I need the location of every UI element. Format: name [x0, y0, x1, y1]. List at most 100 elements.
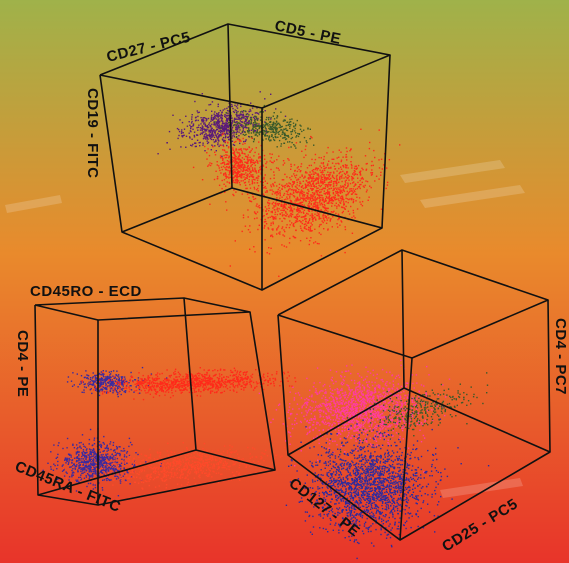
scatter-point	[247, 165, 249, 167]
scatter-point	[293, 182, 295, 184]
scatter-point	[322, 162, 325, 164]
scatter-point	[272, 228, 274, 230]
scatter-point	[254, 170, 257, 172]
scatter-point	[99, 378, 101, 380]
scatter-point	[314, 208, 317, 210]
scatter-point	[309, 194, 312, 196]
scatter-point	[304, 215, 306, 218]
scatter-point	[240, 111, 242, 113]
scatter-point	[217, 113, 219, 116]
scatter-point	[299, 170, 301, 173]
scatter-point	[95, 463, 97, 465]
scatter-point	[238, 122, 241, 124]
scatter-point	[243, 110, 245, 112]
scatter-point	[235, 172, 238, 174]
scatter-point	[245, 139, 247, 141]
scatter-point	[293, 173, 295, 175]
scatter-point	[235, 178, 237, 181]
scatter-point	[294, 130, 296, 132]
scatter-point	[164, 382, 166, 384]
scatter-point	[285, 124, 287, 127]
scatter-point	[279, 231, 281, 233]
scatter-point	[329, 219, 331, 221]
scatter-point	[250, 149, 252, 152]
scatter-point	[153, 385, 155, 387]
scatter-point	[275, 108, 277, 110]
scatter-point	[256, 122, 258, 125]
scatter-point	[237, 152, 239, 154]
scatter-point	[204, 150, 206, 152]
scatter-point	[310, 225, 312, 227]
scatter-point	[100, 443, 102, 446]
scatter-point	[319, 200, 321, 202]
scatter-point	[226, 163, 229, 165]
scatter-point	[258, 133, 261, 136]
scatter-point	[194, 120, 197, 122]
scatter-point	[98, 444, 101, 446]
scatter-point	[325, 192, 328, 194]
scatter-point	[204, 131, 206, 133]
scatter-point	[256, 189, 258, 191]
scatter-point	[360, 128, 362, 130]
scatter-point	[102, 458, 104, 460]
scatter-point	[231, 140, 234, 142]
scatter-point	[344, 173, 347, 176]
scatter-point	[255, 117, 258, 120]
scatter-point	[307, 205, 310, 207]
scatter-point	[251, 148, 253, 150]
scatter-point	[119, 386, 121, 389]
scatter-point	[302, 230, 304, 232]
scatter-point	[95, 377, 97, 379]
scatter-point	[344, 208, 346, 210]
scatter-point	[320, 179, 322, 182]
scatter-point	[214, 111, 216, 113]
scatter-point	[319, 196, 321, 198]
scatter-point	[325, 207, 327, 209]
scatter-point	[351, 179, 353, 181]
scatter-point	[83, 455, 86, 457]
scatter-point	[359, 173, 362, 175]
scatter-point	[336, 170, 338, 172]
scatter-point	[244, 178, 246, 180]
scatter-point	[250, 161, 252, 163]
scatter-point	[92, 488, 95, 490]
scatter-point	[259, 91, 261, 93]
scatter-point	[295, 217, 297, 219]
scatter-point	[308, 203, 310, 205]
scatter-point	[88, 475, 91, 477]
scatter-point	[192, 377, 194, 379]
scatter-point	[238, 182, 241, 184]
scatter-point	[231, 119, 233, 122]
scatter-point	[274, 123, 277, 125]
scatter-point	[283, 373, 286, 375]
scatter-point	[288, 242, 291, 244]
scatter-point	[113, 470, 116, 472]
scatter-point	[284, 128, 286, 131]
scatter-point	[339, 187, 341, 189]
scatter-point	[322, 174, 325, 176]
scatter-point	[67, 458, 69, 460]
scatter-point	[215, 126, 217, 128]
scatter-point	[365, 168, 368, 170]
scatter-point	[171, 392, 173, 394]
scatter-point	[171, 381, 173, 384]
scatter-point	[119, 464, 121, 466]
scatter-point	[278, 225, 280, 227]
scatter-point	[271, 202, 273, 205]
scatter-point	[308, 210, 311, 212]
scatter-point	[300, 189, 303, 191]
scatter-point	[282, 132, 284, 134]
scatter-point	[268, 209, 270, 212]
scatter-point	[291, 186, 293, 188]
scatter-point	[294, 132, 297, 134]
scatter-point	[191, 375, 193, 378]
scatter-point	[166, 142, 168, 144]
scatter-point	[239, 377, 241, 379]
scatter-point	[228, 181, 230, 184]
scatter-point	[301, 175, 303, 177]
scatter-point	[239, 120, 241, 122]
scatter-point	[338, 149, 340, 151]
scatter-point	[83, 383, 85, 386]
scatter-point	[254, 115, 256, 117]
scatter-point	[88, 468, 91, 471]
